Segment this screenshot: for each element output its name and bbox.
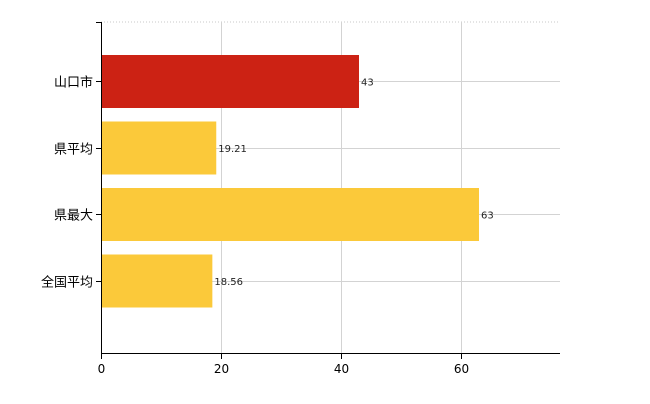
x-tick-label: 20 <box>214 362 229 376</box>
data-label: 18.56 <box>214 277 243 288</box>
x-tick-label: 40 <box>334 362 349 376</box>
bar-layer <box>101 55 479 308</box>
y-tick-label: 県最大 <box>54 209 93 224</box>
y-tick-label: 山口市 <box>54 75 93 91</box>
bar <box>101 254 213 308</box>
bar <box>101 188 479 241</box>
x-tick-label: 60 <box>454 362 469 376</box>
bar <box>101 55 359 108</box>
label-layer: 43 19.21 63 18.56 <box>214 78 493 289</box>
data-label: 63 <box>481 211 494 222</box>
data-label: 43 <box>361 78 374 89</box>
data-label: 19.21 <box>218 144 247 155</box>
x-tick-label: 0 <box>98 362 106 376</box>
y-tick-label: 全国平均 <box>41 275 93 291</box>
bar <box>101 121 217 175</box>
y-tick-label: 県平均 <box>54 143 93 158</box>
